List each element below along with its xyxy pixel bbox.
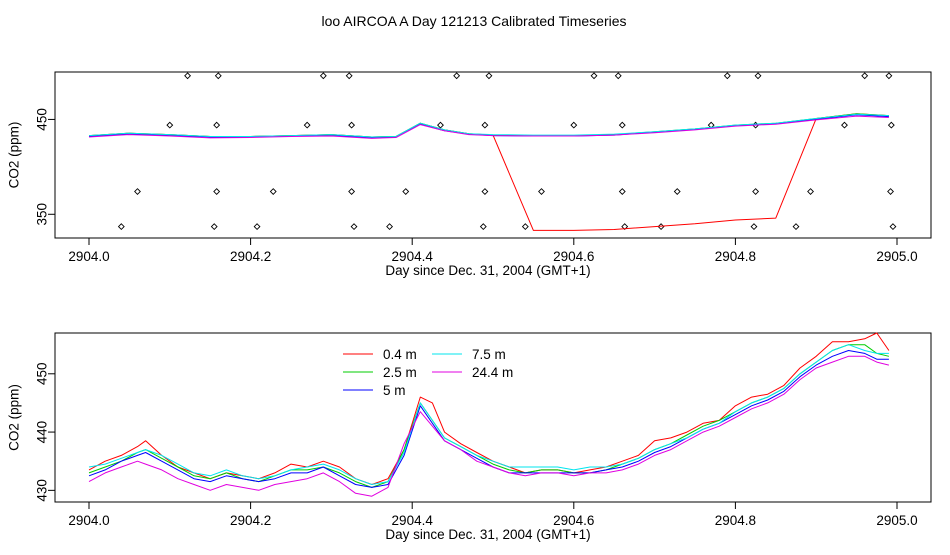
- y-tick-label: 450: [35, 108, 50, 131]
- series-line-24-4-m: [88, 355, 890, 497]
- series-line-0-4-m: [88, 113, 889, 231]
- flag-point: [618, 121, 626, 129]
- flag-point: [213, 188, 221, 195]
- flag-point: [792, 223, 800, 231]
- flag-point: [134, 188, 141, 195]
- y-tick-label: 350: [35, 203, 50, 226]
- y-axis-label: CO2 (ppm): [7, 122, 22, 189]
- flag-point: [210, 223, 218, 231]
- x-tick-label: 2905.0: [876, 249, 917, 264]
- flag-point: [319, 72, 327, 80]
- flag-point: [614, 72, 622, 80]
- flag-point: [887, 188, 894, 195]
- flag-point: [621, 223, 629, 231]
- flag-point: [723, 72, 731, 80]
- flag-point: [345, 72, 353, 80]
- flag-point: [303, 121, 311, 129]
- flag-point: [453, 72, 461, 80]
- flag-point: [214, 72, 222, 80]
- flag-point: [253, 223, 261, 231]
- flag-point: [570, 121, 578, 129]
- y-tick-label: 430: [35, 479, 50, 502]
- plot-frame: [54, 332, 932, 503]
- series-group: [88, 332, 890, 497]
- flag-point: [841, 121, 848, 129]
- flag-point: [437, 121, 444, 129]
- flag-point: [348, 188, 356, 195]
- figure-title: loo AIRCOA A Day 121213 Calibrated Times…: [321, 13, 626, 29]
- flag-point: [752, 188, 760, 195]
- x-tick-label: 2904.0: [68, 249, 109, 264]
- legend-label: 24.4 m: [472, 365, 513, 380]
- flag-point: [481, 121, 489, 129]
- flag-point: [754, 72, 762, 80]
- flag-point: [807, 188, 814, 195]
- legend-label: 0.4 m: [383, 347, 417, 362]
- legend-label: 7.5 m: [472, 347, 506, 362]
- flag-point: [402, 188, 410, 195]
- x-tick-label: 2904.2: [230, 513, 271, 528]
- x-axis-label: Day since Dec. 31, 2004 (GMT+1): [385, 527, 590, 542]
- flag-point: [479, 223, 487, 231]
- x-tick-label: 2904.0: [68, 513, 109, 528]
- flag-point: [166, 121, 174, 129]
- x-tick-label: 2904.8: [715, 249, 756, 264]
- flag-point: [213, 121, 221, 129]
- flag-point: [750, 223, 758, 231]
- flag-point: [521, 223, 529, 231]
- series-group: [88, 113, 889, 231]
- series-line-2-5-m: [88, 113, 889, 138]
- y-axis-label: CO2 (ppm): [7, 384, 22, 451]
- series-line-7-5-m: [88, 113, 889, 138]
- flag-point: [350, 223, 358, 231]
- plot-frame: [54, 71, 932, 239]
- flag-point: [590, 72, 598, 80]
- x-tick-label: 2904.4: [392, 249, 434, 264]
- series-line-7-5-m: [88, 344, 889, 485]
- flag-point: [184, 72, 192, 80]
- flag-point: [481, 188, 489, 195]
- flag-point: [889, 223, 897, 231]
- x-tick-label: 2904.8: [715, 513, 756, 528]
- y-tick-label: 440: [35, 421, 50, 444]
- flag-point: [861, 72, 869, 80]
- series-line-24-4-m: [88, 115, 889, 139]
- series-line-5-m: [88, 350, 889, 488]
- flag-point: [348, 121, 356, 129]
- x-axis-label: Day since Dec. 31, 2004 (GMT+1): [385, 263, 590, 278]
- flag-point: [673, 188, 681, 195]
- flag-point: [117, 223, 125, 231]
- x-tick-label: 2904.6: [553, 249, 594, 264]
- x-tick-label: 2904.4: [392, 513, 434, 528]
- x-tick-label: 2905.0: [876, 513, 917, 528]
- top-panel: 2904.0 2904.2 2904.4 2904.6 2904.8 2905.0 350 4…: [7, 71, 932, 278]
- flag-point: [269, 188, 277, 195]
- legend-label: 2.5 m: [383, 365, 417, 380]
- flag-point: [386, 223, 394, 231]
- legend-label: 5 m: [383, 383, 406, 398]
- x-tick-label: 2904.6: [553, 513, 594, 528]
- legend: 0.4 m 2.5 m 5 m 7.5 m 24.4 m: [343, 347, 513, 398]
- flag-point: [538, 188, 545, 195]
- flag-point: [618, 188, 626, 195]
- flag-point: [485, 72, 493, 80]
- flag-point: [887, 121, 895, 129]
- y-tick-label: 450: [35, 363, 50, 386]
- x-tick-label: 2904.2: [230, 249, 271, 264]
- bottom-panel: 2904.0 2904.2 2904.4 2904.6 2904.8 2905.0 430 4…: [7, 332, 932, 542]
- flag-point: [885, 72, 893, 80]
